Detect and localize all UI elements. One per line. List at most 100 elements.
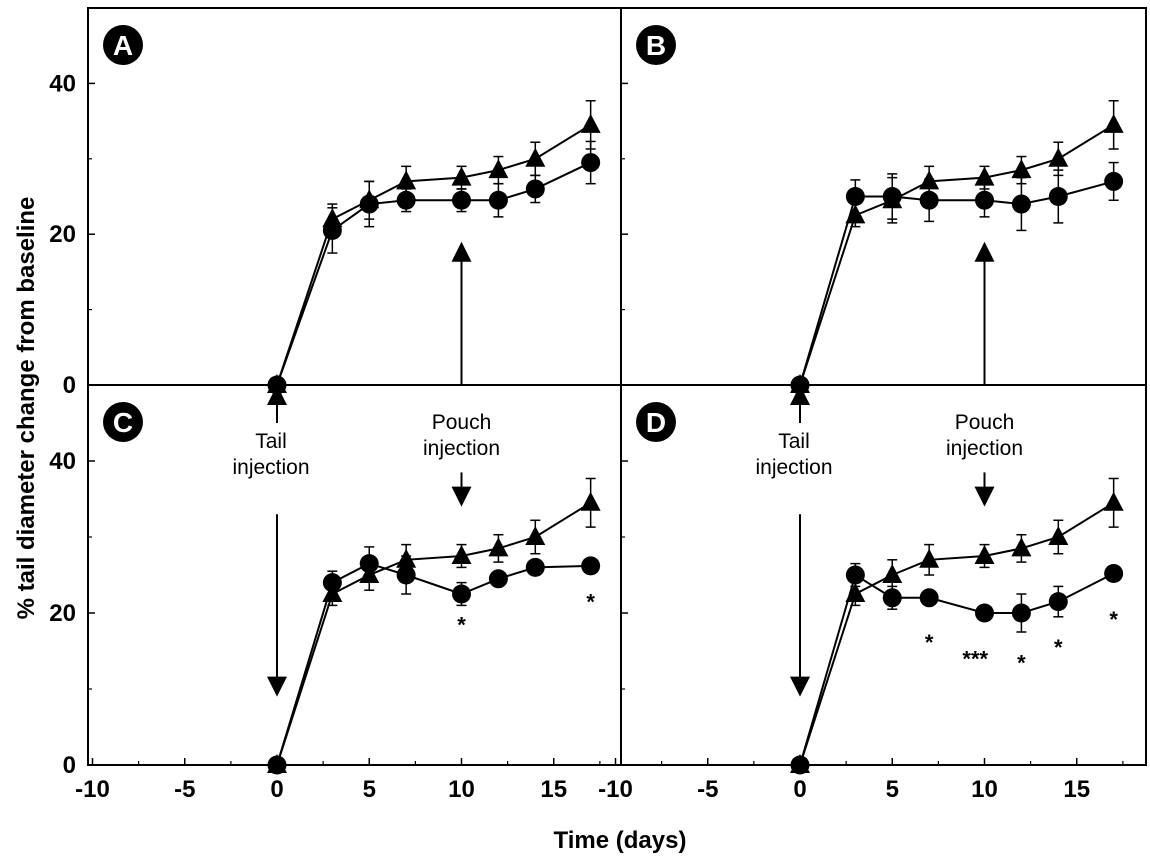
data-point-circle xyxy=(488,569,508,589)
panel-a: 0 20 40 A xyxy=(49,7,622,399)
panels-layer: 0 20 40 A B 0 20 40 -10 -5 0 5 10 15 C Tail injection Pou… xyxy=(49,7,1147,803)
data-point-circle xyxy=(975,603,994,623)
x-tick-label: 15 xyxy=(540,776,567,803)
data-point-circle xyxy=(452,190,471,210)
series-circle xyxy=(267,140,601,395)
data-point-triangle xyxy=(1048,147,1069,167)
arrow-head-down xyxy=(451,486,472,507)
panel-letter: B xyxy=(646,30,666,61)
significance-star: * xyxy=(586,590,595,615)
data-point-triangle xyxy=(974,545,995,564)
series-circle xyxy=(790,161,1124,395)
data-point-circle xyxy=(267,755,287,775)
data-point-triangle xyxy=(974,166,995,186)
series-triangle xyxy=(790,477,1124,773)
x-tick-label: -5 xyxy=(174,776,195,803)
data-point-triangle xyxy=(488,159,509,179)
data-point-circle xyxy=(975,190,994,210)
series-circle xyxy=(267,546,601,775)
panel-letter-badge xyxy=(636,402,676,442)
data-point-triangle xyxy=(919,548,940,568)
pouch-injection-label: injection xyxy=(423,437,500,460)
data-point-circle xyxy=(396,565,416,585)
x-tick-label: 0 xyxy=(793,776,806,803)
significance-star: * xyxy=(925,630,934,655)
data-point-circle xyxy=(845,187,865,206)
data-point-triangle xyxy=(580,491,601,511)
data-point-circle xyxy=(581,556,601,576)
significance-star: *** xyxy=(962,647,988,672)
panel-letter: A xyxy=(113,30,133,61)
data-point-triangle xyxy=(451,166,472,186)
data-point-circle xyxy=(1011,194,1031,214)
data-point-triangle xyxy=(1103,491,1124,511)
y-tick-label: 20 xyxy=(49,600,76,627)
tail-injection-label: Tail xyxy=(255,430,287,453)
data-point-triangle xyxy=(1103,113,1124,133)
x-tick-label: -5 xyxy=(697,776,718,803)
data-point-triangle xyxy=(580,113,601,133)
x-tick-label: 15 xyxy=(1063,776,1090,803)
data-point-circle xyxy=(488,190,508,210)
y-tick-label: 0 xyxy=(63,372,76,399)
y-tick-label: 0 xyxy=(63,752,76,779)
data-point-circle xyxy=(396,190,416,210)
data-point-circle xyxy=(452,584,471,604)
arrow-head-down xyxy=(974,486,995,507)
y-tick-label: 20 xyxy=(49,221,76,248)
panel-c: 0 20 40 -10 -5 0 5 10 15 C Tail injection Pouch injec… xyxy=(49,384,622,803)
data-point-circle xyxy=(1048,592,1068,612)
arrow-head-up xyxy=(974,241,995,262)
data-point-triangle xyxy=(488,537,509,557)
panel-frame xyxy=(87,384,622,766)
pouch-injection-label: Pouch xyxy=(432,411,492,434)
x-tick-label: 10 xyxy=(971,776,998,803)
panel-frame xyxy=(620,384,1147,766)
series-triangle xyxy=(267,477,601,773)
series-line xyxy=(799,180,1114,386)
arrow-head-up xyxy=(451,241,472,262)
arrow-head-down xyxy=(267,676,287,697)
data-point-circle xyxy=(882,187,902,206)
significance-star: * xyxy=(1054,635,1063,660)
y-tick-label: 40 xyxy=(49,448,76,475)
data-point-circle xyxy=(359,554,379,574)
arrow-head-down xyxy=(790,676,810,697)
data-point-circle xyxy=(359,194,379,214)
data-point-circle xyxy=(1011,603,1031,623)
x-tick-label: 10 xyxy=(448,776,475,803)
y-axis-title: % tail diameter change from baseline xyxy=(13,197,40,620)
y-tick-label: 40 xyxy=(49,70,76,97)
data-point-triangle xyxy=(525,147,546,167)
data-point-circle xyxy=(525,179,545,199)
data-point-triangle xyxy=(1048,526,1069,545)
panel-b: B xyxy=(620,7,1147,395)
series-line xyxy=(276,161,592,386)
data-point-triangle xyxy=(845,583,866,602)
data-point-triangle xyxy=(845,204,866,224)
significance-star: * xyxy=(1109,607,1118,632)
x-tick-label: 0 xyxy=(270,776,283,803)
pouch-injection-label: Pouch xyxy=(955,411,1015,434)
series-line xyxy=(276,562,591,766)
x-tick-label: -10 xyxy=(598,776,633,803)
arrow-head-up xyxy=(790,385,810,405)
x-tick-label: 5 xyxy=(886,776,899,803)
panel-letter-badge xyxy=(103,25,143,65)
series-triangle xyxy=(267,99,601,393)
data-point-triangle xyxy=(396,170,417,190)
tail-injection-label: injection xyxy=(755,456,832,479)
panel-letter: C xyxy=(113,407,133,438)
data-point-circle xyxy=(581,153,601,173)
data-point-circle xyxy=(1104,171,1124,191)
panel-letter-badge xyxy=(636,25,676,65)
data-point-triangle xyxy=(525,526,546,545)
panel-letter-badge xyxy=(103,402,143,442)
significance-star: * xyxy=(457,612,466,637)
data-point-circle xyxy=(1048,187,1068,206)
tail-injection-label: injection xyxy=(232,456,309,479)
data-point-circle xyxy=(525,557,545,577)
data-point-circle xyxy=(790,755,810,775)
data-point-circle xyxy=(882,588,902,608)
